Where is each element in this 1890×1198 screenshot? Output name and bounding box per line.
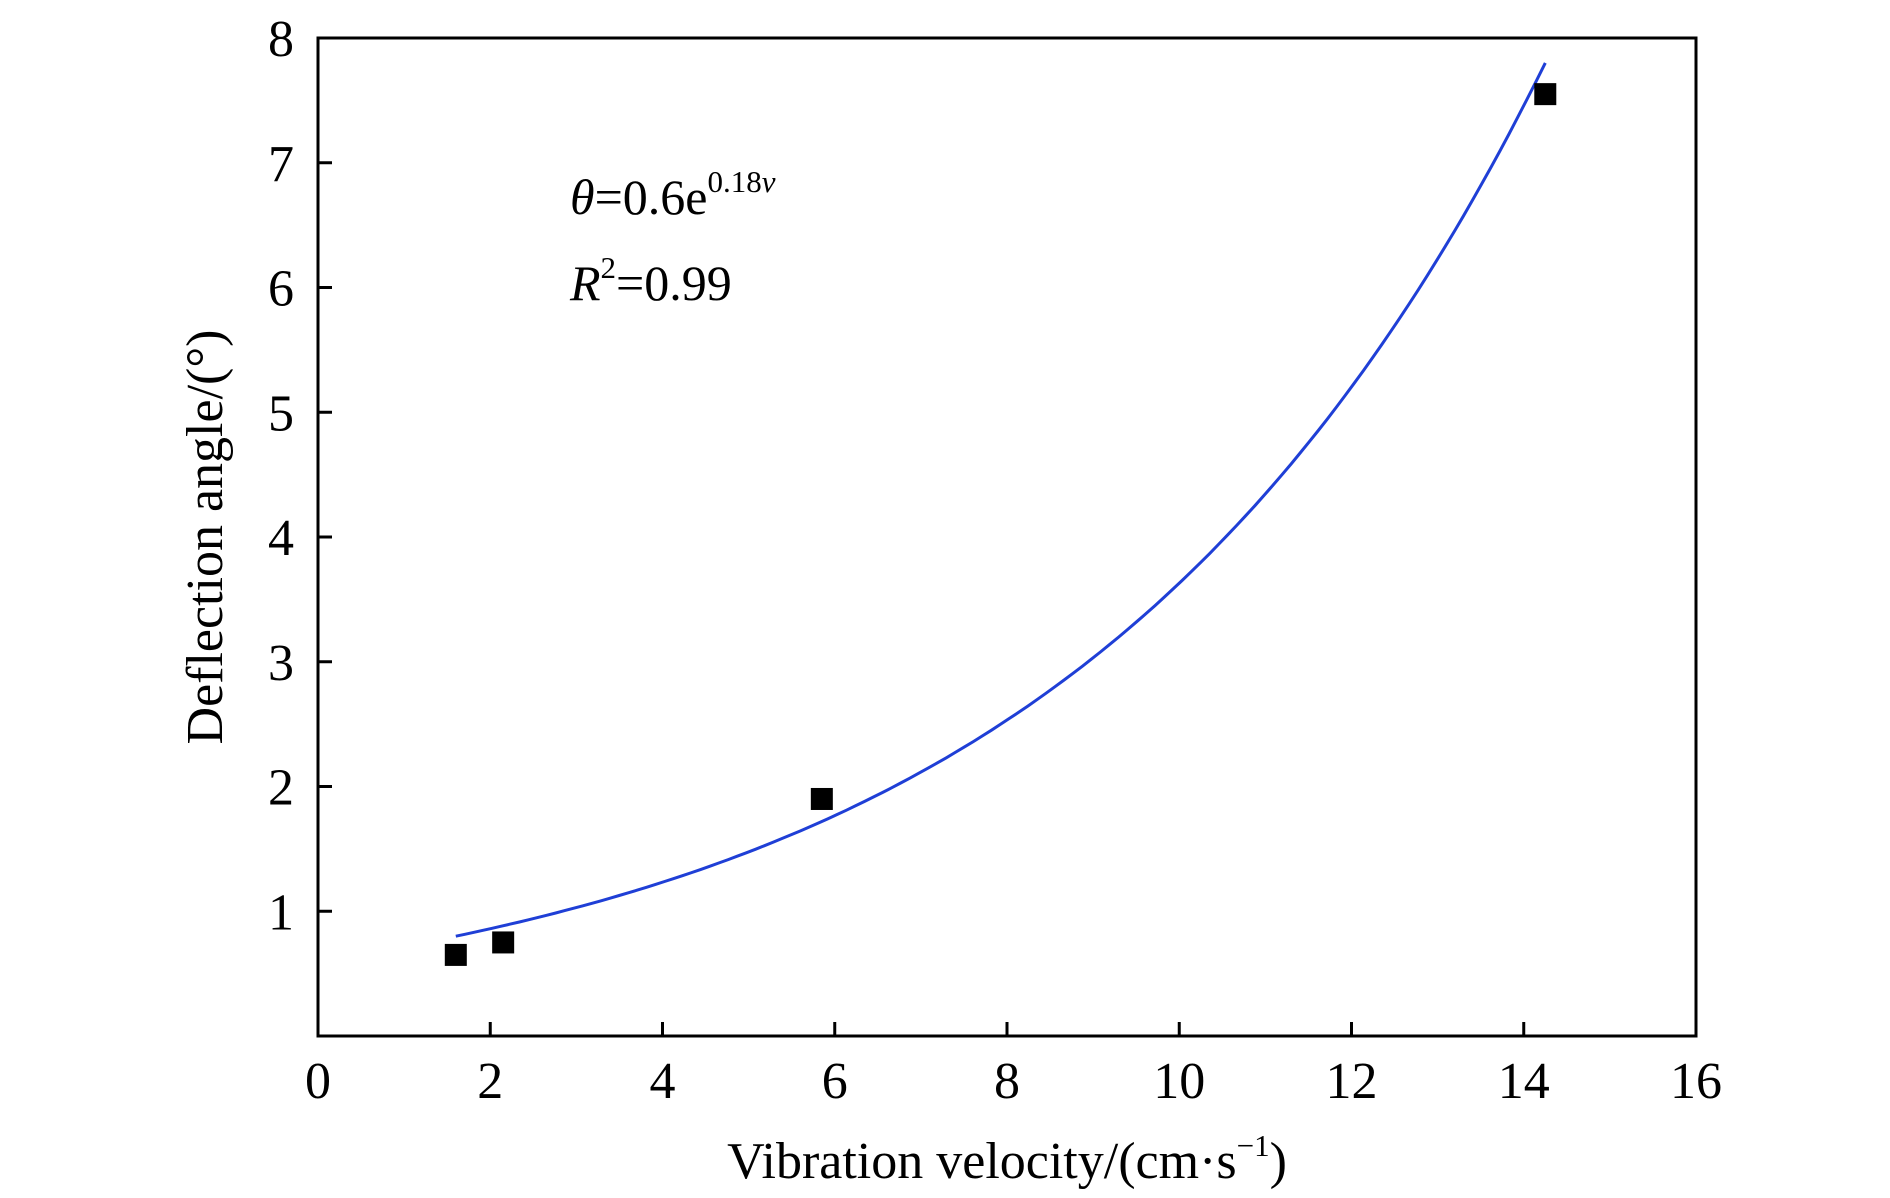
y-tick-label: 8 — [268, 11, 294, 68]
x-tick-label: 8 — [994, 1053, 1020, 1110]
y-tick-label: 1 — [268, 884, 294, 941]
y-tick-label: 2 — [268, 760, 294, 817]
x-axis-title-exponent: −1 — [1237, 1128, 1270, 1163]
x-tick-label: 12 — [1326, 1053, 1378, 1110]
x-tick-label: 14 — [1498, 1053, 1550, 1110]
x-tick-label: 6 — [822, 1053, 848, 1110]
x-axis-ticks: 0 2 4 6 8 10 12 14 16 — [305, 1022, 1722, 1110]
r-squared-label: R2=0.99 — [569, 250, 732, 311]
x-tick-label: 10 — [1153, 1053, 1205, 1110]
equation-exponent: 0.18 — [707, 164, 761, 199]
equation-exponent-variable: v — [762, 164, 776, 199]
x-axis-title-close: ) — [1270, 1133, 1287, 1190]
x-tick-label: 0 — [305, 1053, 331, 1110]
y-tick-label: 4 — [268, 510, 294, 567]
data-points — [444, 83, 1557, 966]
x-tick-label: 4 — [650, 1053, 676, 1110]
data-point — [444, 943, 467, 966]
y-tick-label: 3 — [268, 635, 294, 692]
y-tick-label: 5 — [268, 385, 294, 442]
r-squared-exponent: 2 — [601, 250, 617, 285]
y-tick-label: 6 — [268, 261, 294, 318]
y-axis-ticks: 1 2 3 4 5 6 7 8 — [268, 11, 332, 941]
fit-equation: θ=0.6e0.18v — [570, 164, 776, 225]
data-point — [810, 787, 833, 810]
x-axis-title-text: Vibration velocity/(cm·s — [727, 1133, 1237, 1190]
equation-body: =0.6e — [595, 169, 708, 225]
equation-theta: θ — [570, 169, 595, 225]
x-tick-label: 16 — [1670, 1053, 1722, 1110]
y-tick-label: 7 — [268, 136, 294, 193]
r-squared-symbol: R — [569, 255, 601, 311]
y-axis-title: Deflection angle/(°) — [177, 330, 234, 745]
r-squared-value: =0.99 — [616, 255, 732, 311]
fit-curve — [455, 62, 1547, 938]
x-tick-label: 2 — [477, 1053, 503, 1110]
data-point — [1534, 83, 1557, 106]
data-point — [492, 931, 515, 954]
x-axis-title: Vibration velocity/(cm·s−1) — [727, 1128, 1287, 1190]
